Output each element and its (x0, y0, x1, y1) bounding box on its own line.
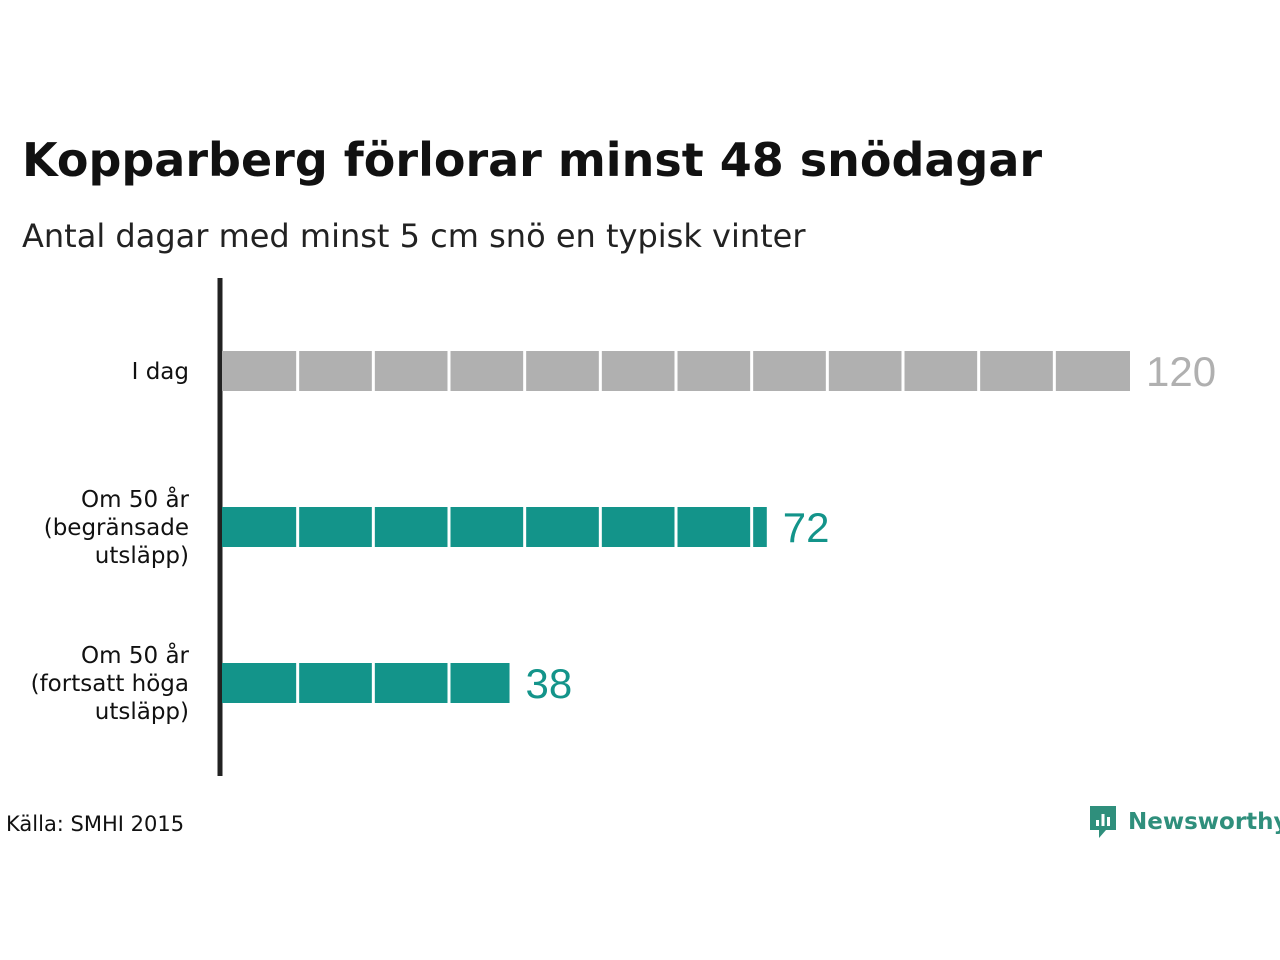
value-label: 120 (1146, 348, 1216, 395)
newsworthy-chart-icon (1090, 806, 1116, 838)
logo-text: Newsworthy (1128, 809, 1280, 835)
chart-subtitle: Antal dagar med minst 5 cm snö en typisk… (22, 217, 806, 255)
newsworthy-logo: Newsworthy (1088, 804, 1280, 840)
category-label: (begränsade (44, 515, 189, 541)
bar (222, 663, 510, 703)
category-label: Om 50 år (81, 485, 189, 513)
source-note: Källa: SMHI 2015 (6, 812, 185, 836)
value-label: 38 (526, 660, 573, 707)
category-label: utsläpp) (95, 699, 189, 725)
category-label: I dag (132, 359, 189, 385)
category-label: (fortsatt höga (31, 671, 189, 697)
value-label: 72 (783, 504, 830, 551)
category-label: utsläpp) (95, 543, 189, 569)
category-label: Om 50 år (81, 641, 189, 669)
bar (222, 507, 767, 547)
chart-title: Kopparberg förlorar minst 48 snödagar (22, 133, 1043, 187)
